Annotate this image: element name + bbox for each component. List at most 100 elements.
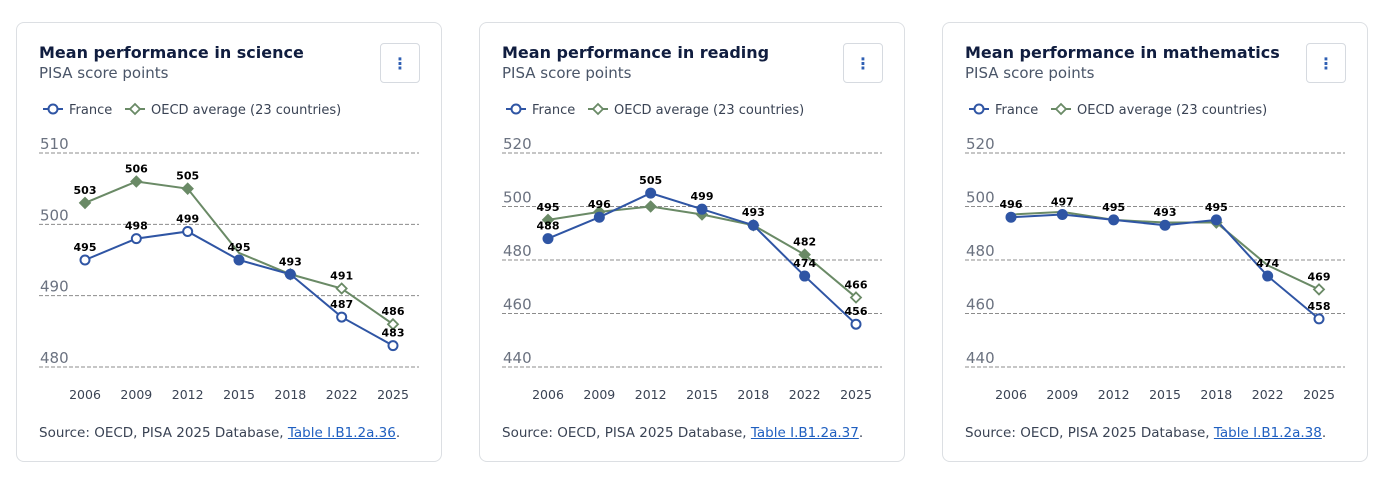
source-note: Source: OECD, PISA 2025 Database, Table … [39, 425, 400, 441]
legend-label-1: OECD average (23 countries) [151, 103, 341, 118]
data-label-france: 495 [228, 241, 251, 254]
more-options-button[interactable]: ⋮ [380, 43, 420, 83]
x-tick-label: 2015 [223, 387, 255, 402]
data-label-france: 493 [1154, 206, 1177, 219]
data-label-oecd: 505 [176, 170, 199, 183]
y-tick-label: 500 [40, 206, 69, 224]
data-label-france: 495 [1102, 201, 1125, 214]
data-point-oecd [130, 175, 143, 188]
source-table-link[interactable]: Table I.B1.2a.38 [1213, 425, 1322, 441]
data-label-france: 499 [176, 212, 199, 225]
data-label-oecd: 469 [1308, 270, 1331, 283]
data-label-oecd: 493 [279, 255, 302, 268]
y-tick-label: 490 [40, 278, 69, 296]
data-label-france: 497 [1051, 196, 1074, 209]
data-label-oecd: 506 [125, 163, 148, 176]
legend-label-0: France [995, 103, 1038, 118]
data-point-france [542, 233, 554, 245]
more-options-button[interactable]: ⋮ [843, 43, 883, 83]
x-tick-label: 2015 [1149, 387, 1181, 402]
y-tick-label: 480 [503, 242, 532, 260]
y-tick-label: 520 [966, 135, 995, 153]
data-point-oecd [335, 282, 348, 295]
source-table-link[interactable]: Table I.B1.2a.37 [750, 425, 859, 441]
legend-label-1: OECD average (23 countries) [614, 103, 804, 118]
legend-marker-oecd [128, 102, 142, 116]
data-point-france [284, 268, 296, 280]
y-tick-label: 500 [503, 189, 532, 207]
more-vertical-icon: ⋮ [392, 53, 408, 73]
data-point-france [1159, 219, 1171, 231]
legend-marker-france [973, 103, 985, 115]
data-label-oecd: 486 [382, 305, 405, 318]
chart-title: Mean performance in science [39, 43, 304, 62]
chart-svg: France OECD average (23 countries) 440 460 4… [965, 102, 1345, 402]
data-label-france: 499 [691, 190, 714, 203]
data-label-france: 495 [1205, 201, 1228, 214]
legend-marker-oecd [1054, 102, 1068, 116]
source-prefix: Source: OECD, PISA 2025 Database, [965, 425, 1214, 441]
data-label-france: 487 [330, 298, 353, 311]
y-tick-label: 440 [503, 349, 532, 367]
x-tick-label: 2025 [377, 387, 409, 402]
x-tick-label: 2018 [1200, 387, 1232, 402]
source-suffix: . [1321, 425, 1327, 441]
data-point-france [1210, 214, 1222, 226]
data-point-oecd [644, 200, 657, 213]
data-label-oecd: 491 [330, 270, 353, 283]
chart-subtitle: PISA score points [965, 64, 1095, 82]
data-point-france [182, 225, 194, 237]
chart-svg: France OECD average (23 countries) 480 490 5… [39, 102, 419, 402]
data-point-france [1056, 209, 1068, 221]
data-point-france [387, 340, 399, 352]
data-point-france [336, 311, 348, 323]
data-point-france [130, 233, 142, 245]
data-point-oecd [849, 291, 863, 304]
data-label-france: 488 [537, 220, 560, 233]
chart-title: Mean performance in reading [502, 43, 770, 62]
data-point-oecd [181, 182, 194, 195]
source-note: Source: OECD, PISA 2025 Database, Table … [502, 425, 863, 441]
source-prefix: Source: OECD, PISA 2025 Database, [502, 425, 751, 441]
x-tick-label: 2018 [274, 387, 306, 402]
x-tick-label: 2009 [583, 387, 615, 402]
data-point-france [79, 254, 91, 266]
x-tick-label: 2022 [789, 387, 821, 402]
source-suffix: . [858, 425, 864, 441]
source-note: Source: OECD, PISA 2025 Database, Table … [965, 425, 1326, 441]
x-tick-label: 2006 [995, 387, 1027, 402]
chart-subtitle: PISA score points [39, 64, 169, 82]
x-tick-label: 2015 [686, 387, 718, 402]
data-label-france: 505 [639, 174, 662, 187]
x-tick-label: 2022 [1252, 387, 1284, 402]
data-point-france [850, 318, 862, 330]
data-label-france: 474 [793, 257, 816, 270]
data-point-france [1005, 211, 1017, 223]
chart-card-mathematics: Mean performance in mathematics PISA sco… [942, 22, 1368, 462]
y-tick-label: 510 [40, 135, 69, 153]
data-point-france [1262, 270, 1274, 282]
x-tick-label: 2022 [326, 387, 358, 402]
data-label-france: 483 [382, 327, 405, 340]
x-tick-label: 2025 [840, 387, 872, 402]
data-point-france [1108, 214, 1120, 226]
chart-subtitle: PISA score points [502, 64, 632, 82]
data-point-oecd [798, 248, 811, 261]
chart-svg: France OECD average (23 countries) 440 460 4… [502, 102, 882, 402]
x-tick-label: 2012 [172, 387, 204, 402]
x-tick-label: 2006 [69, 387, 101, 402]
data-point-france [747, 219, 759, 231]
data-label-oecd: 503 [74, 184, 97, 197]
legend-marker-oecd [591, 102, 605, 116]
y-tick-label: 440 [966, 349, 995, 367]
x-tick-label: 2009 [1046, 387, 1078, 402]
legend-label-1: OECD average (23 countries) [1077, 103, 1267, 118]
more-options-button[interactable]: ⋮ [1306, 43, 1346, 83]
data-point-france [593, 211, 605, 223]
x-tick-label: 2012 [1098, 387, 1130, 402]
more-vertical-icon: ⋮ [1318, 53, 1334, 73]
data-point-oecd [541, 213, 555, 227]
data-label-oecd: 466 [845, 278, 868, 291]
source-table-link[interactable]: Table I.B1.2a.36 [287, 425, 396, 441]
data-label-france: 456 [845, 305, 868, 318]
